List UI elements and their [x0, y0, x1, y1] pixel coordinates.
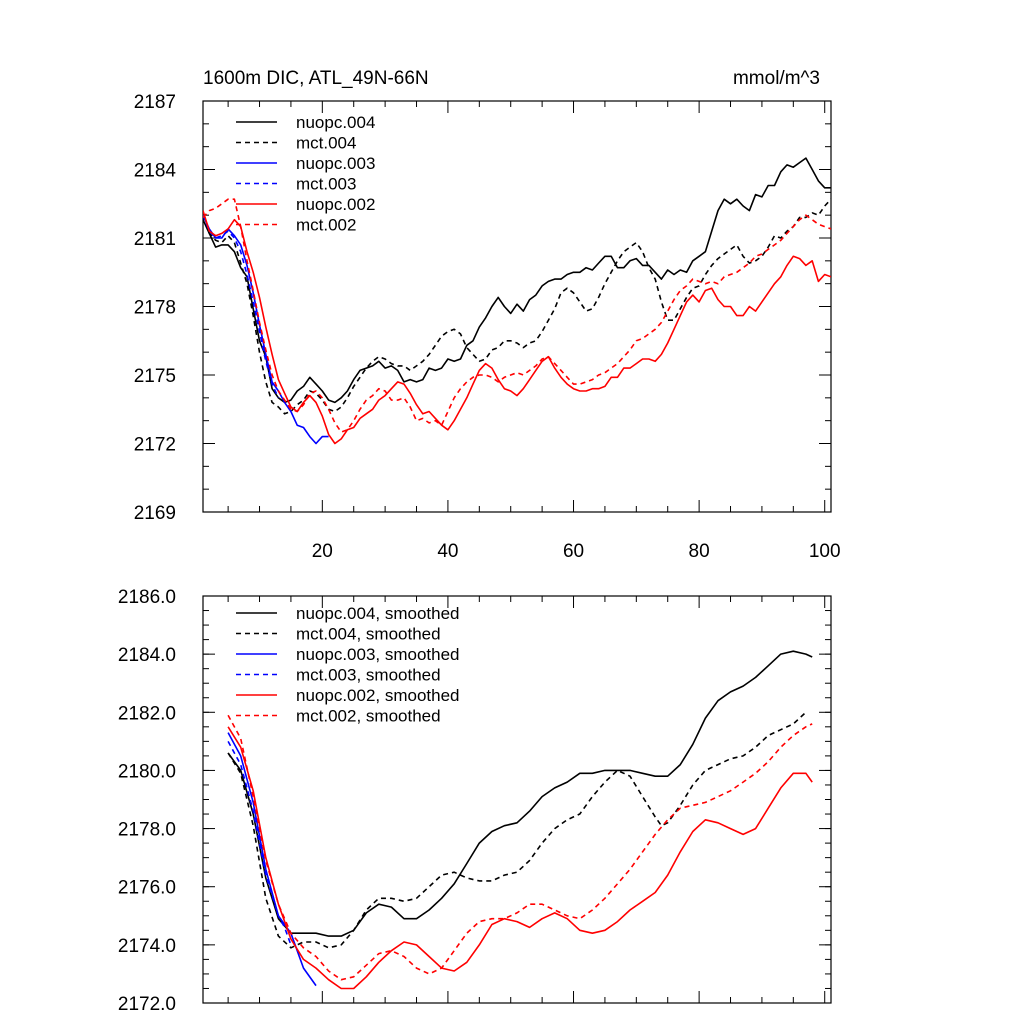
top-legend-label: nuopc.003 — [296, 154, 375, 173]
top-series-line-mct-003 — [203, 214, 280, 399]
top-y-tick-label: 2187 — [134, 92, 176, 113]
top-x-tick-label: 20 — [312, 541, 333, 562]
bottom-legend-label: mct.002, smoothed — [296, 707, 441, 726]
top-chart-dic-raw: 20 40 60 80 100 2169 2172 2175 2178 2181 2184 2187 n… — [134, 92, 841, 562]
bottom-series-line-nuopc-004-smoothed — [227, 650, 813, 937]
bottom-chart-dic-smoothed: 2172.0 2174.0 2176.0 2178.0 2180.0 2182.0 2184… — [118, 587, 832, 1015]
bottom-series-line-mct-003-smoothed — [227, 741, 292, 946]
top-legend-label: mct.002 — [296, 216, 356, 235]
bottom-series-line-mct-002-smoothed — [227, 714, 813, 981]
bottom-legend-label: nuopc.003, smoothed — [296, 645, 460, 664]
top-legend-label: mct.004 — [296, 134, 356, 153]
top-series-line-nuopc-004 — [203, 157, 831, 404]
top-series-line-mct-002 — [203, 198, 831, 433]
bottom-y-tick-label: 2186.0 — [118, 587, 176, 608]
top-legend-label: mct.003 — [296, 175, 356, 194]
top-y-tick-label: 2169 — [134, 503, 176, 524]
bottom-y-tick-label: 2184.0 — [118, 645, 176, 666]
top-x-tick-label: 60 — [563, 541, 584, 562]
bottom-y-tick-label: 2182.0 — [118, 703, 176, 724]
bottom-series-line-nuopc-002-smoothed — [227, 726, 813, 990]
top-legend-label: nuopc.004 — [296, 113, 375, 132]
bottom-y-tick-label: 2176.0 — [118, 878, 176, 899]
top-x-tick-label: 100 — [809, 541, 841, 562]
bottom-y-tick-label: 2178.0 — [118, 820, 176, 841]
bottom-legend-label: nuopc.004, smoothed — [296, 604, 460, 623]
top-series-line-mct-004 — [203, 198, 831, 415]
bottom-legend-label: nuopc.002, smoothed — [296, 686, 460, 705]
bottom-y-tick-label: 2172.0 — [118, 994, 176, 1015]
top-y-tick-label: 2184 — [134, 161, 177, 182]
bottom-series-line-mct-004-smoothed — [227, 711, 807, 949]
top-y-tick-label: 2178 — [134, 298, 176, 319]
top-chart-units: mmol/m^3 — [733, 68, 820, 89]
bottom-legend-label: mct.004, smoothed — [296, 625, 441, 644]
bottom-legend-label: mct.003, smoothed — [296, 666, 441, 685]
top-x-tick-label: 80 — [689, 541, 710, 562]
top-x-tick-label: 40 — [437, 541, 458, 562]
top-series-line-nuopc-002 — [203, 210, 831, 445]
top-y-tick-label: 2175 — [134, 366, 176, 387]
top-chart-title: 1600m DIC, ATL_49N-66N — [203, 68, 429, 89]
top-y-tick-label: 2172 — [134, 435, 176, 456]
top-legend-label: nuopc.002 — [296, 195, 375, 214]
bottom-series-line-nuopc-003-smoothed — [227, 732, 317, 987]
bottom-y-tick-label: 2180.0 — [118, 761, 176, 782]
top-series-line-nuopc-003 — [203, 214, 329, 445]
bottom-y-tick-label: 2174.0 — [118, 936, 176, 957]
top-y-tick-label: 2181 — [134, 229, 176, 250]
